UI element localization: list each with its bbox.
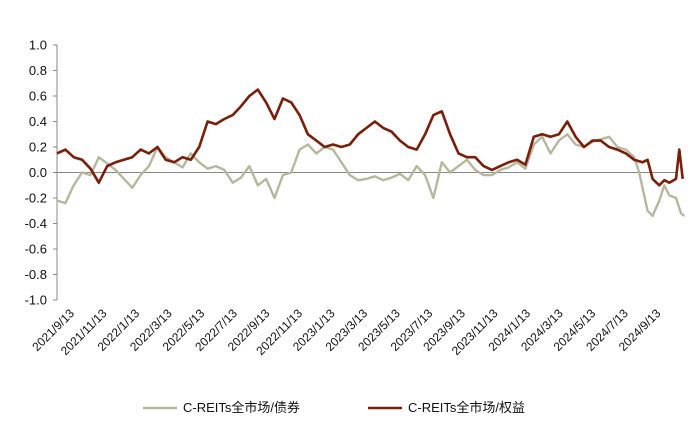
y-tick-label: 0.8 — [29, 63, 47, 78]
y-tick-label: 0.6 — [29, 89, 47, 104]
y-tick-label: -0.2 — [25, 191, 47, 206]
x-axis: 2021/9/132021/11/132022/1/132022/3/13202… — [29, 172, 676, 358]
y-tick-label: 0.0 — [29, 165, 47, 180]
series-line-bond — [56, 133, 686, 218]
series-lines — [56, 88, 686, 218]
y-tick-label: -0.6 — [25, 242, 47, 257]
y-tick-label: -1.0 — [25, 293, 47, 308]
legend-label: C-REITs全市场/权益 — [408, 400, 525, 415]
y-tick-label: 0.2 — [29, 140, 47, 155]
y-tick-label: 1.0 — [29, 38, 47, 53]
series-line-equity — [56, 88, 684, 187]
y-tick-label: -0.4 — [25, 216, 47, 231]
legend: C-REITs全市场/债券 C-REITs全市场/权益 — [143, 400, 525, 415]
legend-label: C-REITs全市场/债券 — [183, 400, 300, 415]
y-tick-label: 0.4 — [29, 114, 47, 129]
y-axis: 1.0 0.8 0.6 0.4 0.2 0.0 -0.2 -0.4 -0.6 -0.8 -1.0 — [25, 38, 58, 308]
y-tick-label: -0.8 — [25, 267, 47, 282]
